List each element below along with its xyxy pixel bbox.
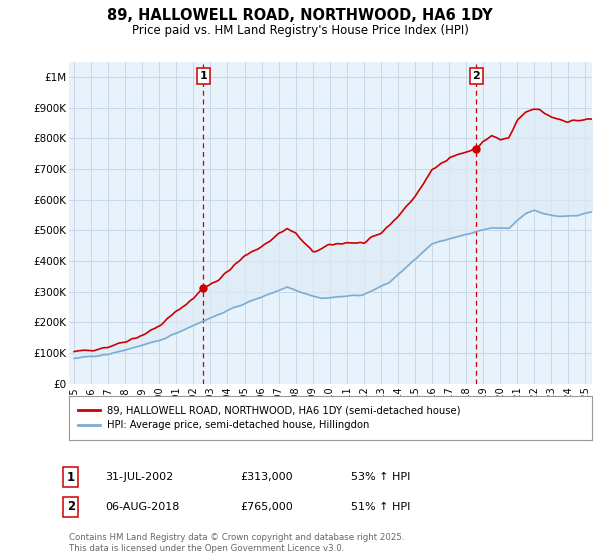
Legend: 89, HALLOWELL ROAD, NORTHWOOD, HA6 1DY (semi-detached house), HPI: Average price: 89, HALLOWELL ROAD, NORTHWOOD, HA6 1DY (…	[74, 402, 465, 434]
Text: 2: 2	[67, 500, 75, 514]
Text: 51% ↑ HPI: 51% ↑ HPI	[351, 502, 410, 512]
Text: 53% ↑ HPI: 53% ↑ HPI	[351, 472, 410, 482]
Text: £765,000: £765,000	[240, 502, 293, 512]
Text: Price paid vs. HM Land Registry's House Price Index (HPI): Price paid vs. HM Land Registry's House …	[131, 24, 469, 36]
Text: Contains HM Land Registry data © Crown copyright and database right 2025.
This d: Contains HM Land Registry data © Crown c…	[69, 533, 404, 553]
Text: 2: 2	[473, 71, 480, 81]
Text: 31-JUL-2002: 31-JUL-2002	[105, 472, 173, 482]
Text: 1: 1	[67, 470, 75, 484]
Text: £313,000: £313,000	[240, 472, 293, 482]
Text: 1: 1	[199, 71, 207, 81]
Text: 89, HALLOWELL ROAD, NORTHWOOD, HA6 1DY: 89, HALLOWELL ROAD, NORTHWOOD, HA6 1DY	[107, 8, 493, 24]
Text: 06-AUG-2018: 06-AUG-2018	[105, 502, 179, 512]
